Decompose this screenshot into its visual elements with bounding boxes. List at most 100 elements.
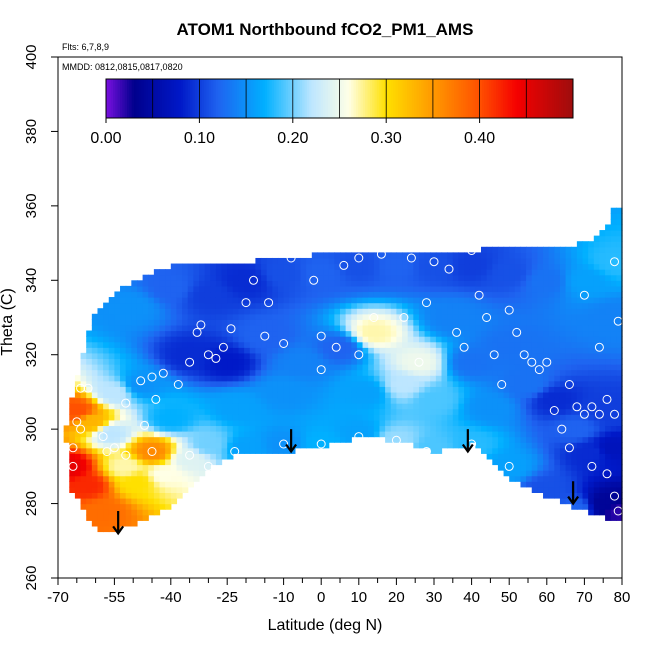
heatmap-cell bbox=[108, 442, 115, 449]
heatmap-cell bbox=[74, 408, 82, 415]
heatmap-cell bbox=[176, 269, 183, 276]
heatmap-cell bbox=[509, 464, 516, 471]
observation-point bbox=[602, 469, 612, 479]
heatmap-cell bbox=[576, 319, 584, 326]
heatmap-cell bbox=[272, 447, 279, 454]
heatmap-cell bbox=[244, 414, 251, 421]
heatmap-cell bbox=[283, 386, 290, 393]
heatmap-cell bbox=[548, 475, 555, 482]
heatmap-cell bbox=[599, 431, 606, 438]
colorbar-segment bbox=[547, 79, 551, 118]
heatmap-cell bbox=[565, 297, 572, 304]
heatmap-cell bbox=[424, 274, 431, 281]
heatmap-cell bbox=[576, 397, 584, 404]
heatmap-cell bbox=[289, 364, 296, 371]
heatmap-cell bbox=[610, 207, 617, 214]
heatmap-cell bbox=[176, 419, 183, 427]
colorbar-segment bbox=[316, 79, 319, 118]
heatmap-cell bbox=[599, 313, 606, 320]
heatmap-cell bbox=[497, 358, 505, 365]
colorbar-segment bbox=[183, 79, 186, 118]
heatmap-cell bbox=[576, 241, 584, 248]
heatmap-cell bbox=[255, 319, 262, 326]
heatmap-cell bbox=[159, 364, 166, 371]
heatmap-cell bbox=[599, 246, 606, 253]
heatmap-cell bbox=[244, 425, 251, 432]
heatmap-cell bbox=[396, 352, 403, 360]
heatmap-cell bbox=[272, 358, 279, 365]
heatmap-cell bbox=[311, 391, 319, 399]
heatmap-cell bbox=[531, 397, 538, 404]
heatmap-cell bbox=[430, 308, 437, 315]
heatmap-cell bbox=[215, 347, 223, 354]
colorbar-segment bbox=[155, 79, 158, 118]
heatmap-cell bbox=[215, 341, 223, 348]
heatmap-cell bbox=[571, 386, 578, 393]
heatmap-cell bbox=[543, 364, 550, 371]
heatmap-cell bbox=[430, 352, 437, 360]
colorbar-segment bbox=[430, 79, 434, 118]
heatmap-cell bbox=[537, 442, 544, 449]
heatmap-cell bbox=[430, 425, 437, 432]
heatmap-cell bbox=[204, 324, 211, 332]
heatmap-cell bbox=[526, 408, 533, 415]
heatmap-cell bbox=[531, 336, 538, 343]
heatmap-cell bbox=[193, 419, 200, 427]
heatmap-cell bbox=[193, 280, 200, 287]
heatmap-cell bbox=[610, 218, 617, 226]
heatmap-cell bbox=[266, 324, 273, 332]
heatmap-cell bbox=[261, 324, 268, 332]
colorbar-segment bbox=[421, 79, 425, 118]
heatmap-cell bbox=[554, 352, 561, 360]
heatmap-cell bbox=[447, 436, 454, 443]
heatmap-cell bbox=[464, 386, 471, 393]
heatmap-cell bbox=[559, 470, 567, 477]
heatmap-cell bbox=[492, 257, 499, 265]
heatmap-cell bbox=[418, 352, 426, 360]
heatmap-cell bbox=[481, 391, 488, 399]
heatmap-cell bbox=[464, 391, 471, 399]
heatmap-cell bbox=[520, 470, 527, 477]
heatmap-cell bbox=[323, 425, 330, 432]
heatmap-cell bbox=[390, 319, 397, 326]
heatmap-cell bbox=[311, 380, 319, 387]
heatmap-cell bbox=[396, 425, 403, 432]
heatmap-cell bbox=[576, 436, 584, 443]
heatmap-cell bbox=[379, 364, 386, 371]
observation-point bbox=[497, 380, 507, 389]
x-tick-label: 50 bbox=[501, 589, 518, 606]
heatmap-cell bbox=[576, 458, 584, 466]
colorbar-tick-label: 0.10 bbox=[184, 130, 215, 147]
heatmap-cell bbox=[159, 291, 166, 298]
heatmap-cell bbox=[537, 369, 544, 376]
heatmap-cell bbox=[514, 447, 522, 454]
heatmap-cell bbox=[63, 436, 70, 443]
heatmap-cell bbox=[193, 269, 200, 276]
heatmap-cell bbox=[153, 313, 161, 320]
heatmap-cell bbox=[497, 464, 505, 471]
heatmap-cell bbox=[576, 486, 584, 493]
heatmap-cell bbox=[492, 319, 499, 326]
heatmap-cell bbox=[475, 257, 482, 265]
heatmap-cell bbox=[238, 414, 245, 421]
heatmap-cell bbox=[74, 419, 82, 427]
heatmap-cell bbox=[543, 414, 550, 421]
heatmap-cell bbox=[345, 302, 352, 309]
heatmap-cell bbox=[125, 324, 132, 332]
heatmap-cell bbox=[193, 369, 200, 376]
heatmap-cell bbox=[193, 470, 200, 477]
heatmap-cell bbox=[441, 408, 448, 415]
heatmap-cell bbox=[153, 386, 161, 393]
heatmap-cell bbox=[616, 509, 623, 516]
observation-point bbox=[422, 447, 431, 456]
heatmap-cell bbox=[249, 330, 256, 337]
heatmap-cell bbox=[182, 280, 189, 287]
observation-point bbox=[83, 383, 93, 393]
heatmap-cell bbox=[497, 458, 505, 466]
colorbar-segment bbox=[257, 79, 261, 118]
heatmap-cell bbox=[385, 403, 392, 410]
heatmap-cell bbox=[182, 442, 189, 449]
heatmap-cell bbox=[294, 269, 302, 276]
heatmap-cell bbox=[311, 280, 319, 287]
heatmap-cell bbox=[593, 252, 601, 259]
